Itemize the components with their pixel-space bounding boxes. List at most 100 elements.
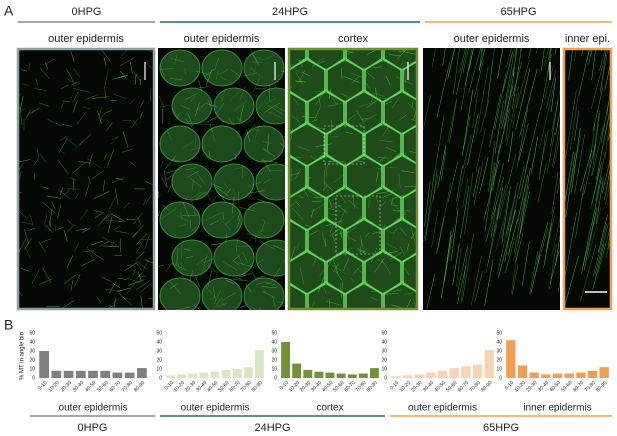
microtubule (386, 243, 397, 249)
microtubule (462, 89, 474, 156)
microtubule (311, 119, 318, 122)
microtubule (185, 118, 193, 128)
y-tick-label: 50 (496, 330, 502, 336)
microtubule (39, 102, 49, 107)
microtubule (107, 149, 114, 167)
microtubule (189, 96, 196, 103)
microtubule (211, 243, 222, 246)
microtubule (238, 262, 255, 268)
microtubule (146, 63, 153, 70)
microtubule (214, 112, 221, 120)
microtubule (600, 48, 607, 94)
microtubule (549, 244, 557, 289)
microtubule (117, 221, 124, 223)
microtubule (483, 160, 500, 221)
microtubule (570, 95, 579, 150)
microtubule (226, 280, 235, 285)
microtubule (407, 102, 417, 113)
microtubule (236, 218, 241, 229)
microtubule (450, 208, 459, 262)
y-tick-label: 40 (381, 339, 387, 345)
microtubule (489, 93, 501, 148)
microtubule (265, 278, 280, 285)
microtubule (343, 76, 360, 83)
microtubule (340, 93, 350, 98)
bar (358, 373, 368, 378)
microtubule (545, 206, 555, 252)
microtubule (358, 101, 376, 108)
y-tick-label: 20 (156, 357, 162, 363)
microtubule (563, 255, 579, 308)
microtubule (504, 237, 516, 274)
x-tick-label: 0-10 (504, 380, 515, 391)
microtubule (447, 48, 455, 80)
microtubule (390, 252, 402, 260)
bar (391, 376, 401, 378)
microtubule (174, 53, 178, 65)
y-tick-label: 30 (496, 348, 502, 354)
microtubule (195, 70, 209, 75)
microtubule (85, 182, 90, 196)
microtubule (82, 249, 94, 253)
microtubule (498, 153, 517, 219)
microtubule (110, 213, 126, 222)
microtubule (456, 245, 468, 295)
microtubule (321, 231, 327, 248)
microtubule (260, 106, 272, 118)
microtubule (84, 94, 99, 100)
microtubule (350, 72, 362, 78)
microtubule (293, 98, 299, 106)
microtubule (113, 93, 127, 99)
x-tick-label: 60-70 (572, 380, 585, 393)
cell-wall (326, 185, 364, 231)
microtubule (391, 195, 405, 200)
microtubule (196, 256, 208, 266)
microtubule (317, 57, 325, 63)
microtubule (494, 101, 504, 155)
microtubule (374, 258, 385, 273)
microtubule (215, 57, 220, 68)
microtubule (104, 289, 122, 291)
y-tick-label: 20 (29, 357, 35, 363)
microtubule (192, 191, 203, 199)
microtubule (462, 233, 474, 301)
microtubule (60, 123, 72, 127)
microtubule (519, 153, 530, 200)
microtubule (600, 48, 609, 92)
microtubule (515, 59, 530, 108)
microtubule (115, 178, 123, 180)
y-tick-label: 40 (29, 339, 35, 345)
microtubule (547, 48, 552, 74)
y-tick-label: 20 (496, 357, 502, 363)
microtubule (158, 95, 165, 108)
microtubule (92, 96, 109, 99)
microtubule (78, 161, 92, 164)
microtubule (113, 226, 121, 231)
microtubule (126, 218, 137, 221)
microtubule (302, 187, 309, 197)
bar (576, 372, 586, 378)
microtubule (363, 195, 368, 203)
cell (213, 239, 255, 277)
bar (292, 363, 302, 378)
cell (171, 163, 213, 201)
microtubule (191, 226, 197, 232)
y-tick-label: 50 (271, 330, 277, 336)
microtubule (218, 217, 231, 231)
microtubule (299, 267, 305, 285)
microtubule (502, 51, 513, 92)
microtubule (468, 48, 474, 71)
microtubule (361, 118, 369, 120)
microtubule (132, 268, 136, 276)
microtubule (204, 67, 217, 77)
microtubule (550, 77, 556, 112)
microtubule (166, 168, 181, 174)
micrograph (158, 48, 285, 310)
microtubule (379, 165, 385, 172)
microtubule (363, 114, 377, 122)
microtubule (294, 169, 301, 180)
microtubule (436, 215, 445, 254)
microtubule (501, 84, 514, 129)
microtubule (492, 129, 505, 182)
microtubule (365, 232, 370, 238)
